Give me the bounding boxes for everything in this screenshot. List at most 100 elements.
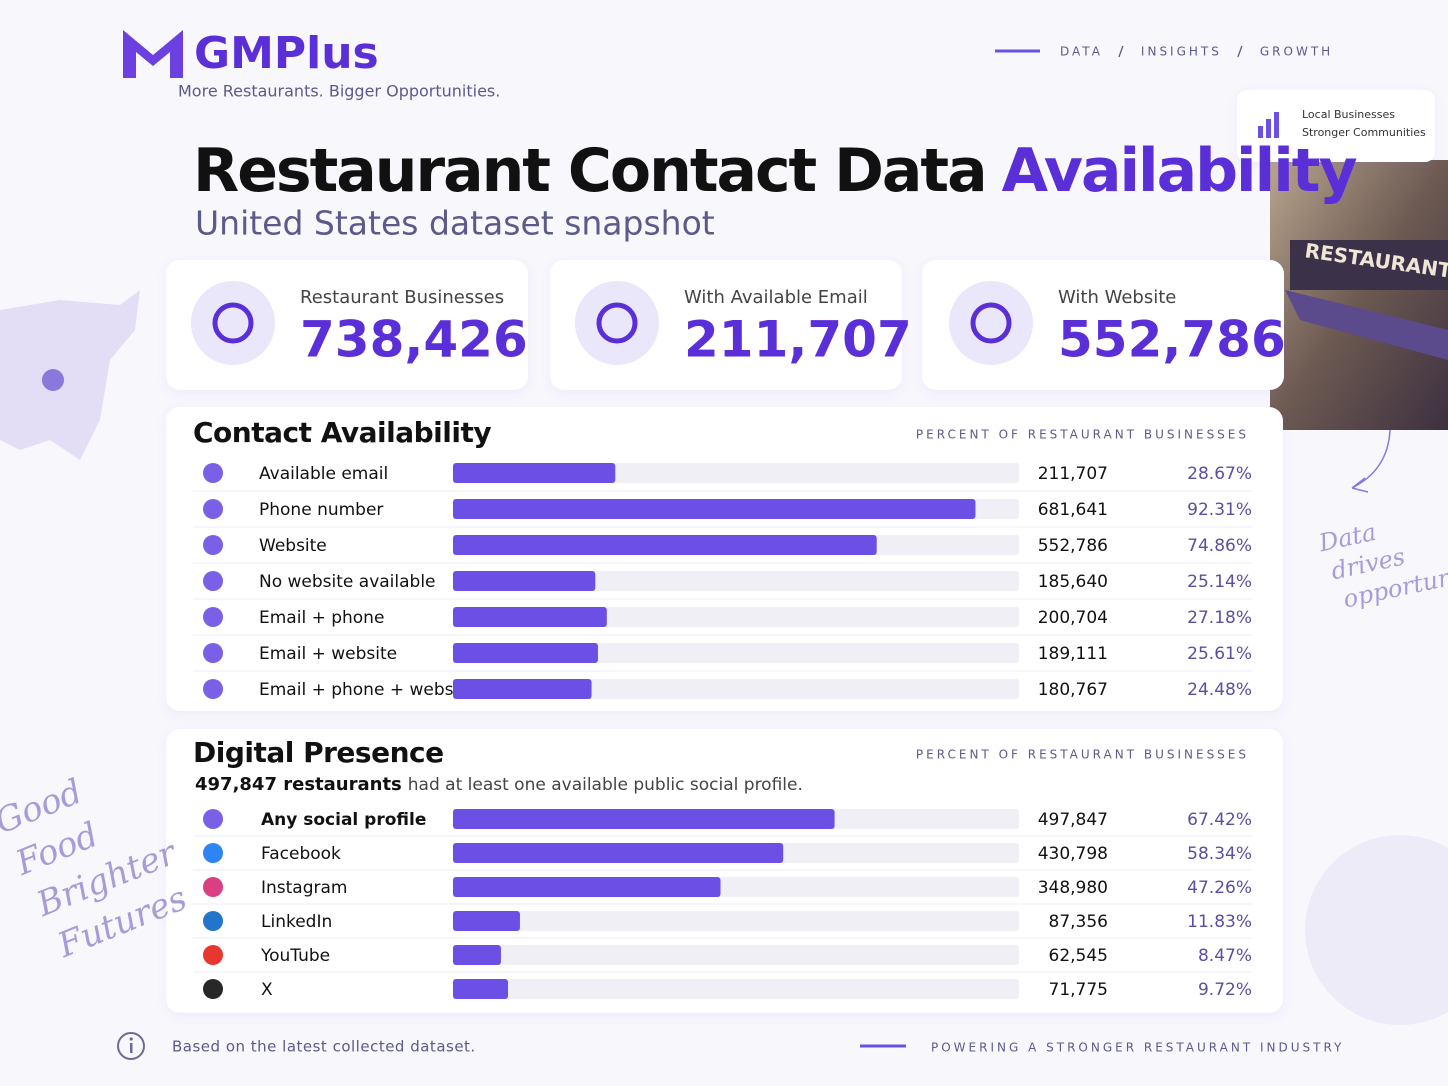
bar-track <box>453 979 1019 999</box>
nav-item: DATA <box>1060 45 1103 59</box>
axis-label: PERCENT OF RESTAURANT BUSINESSES <box>916 428 1249 442</box>
category-label: Email + phone + website <box>259 680 475 700</box>
category-label: No website available <box>259 572 436 592</box>
nav-separator <box>1237 45 1243 58</box>
footer-note: Based on the latest collected dataset. <box>172 1038 476 1056</box>
bar <box>453 979 509 999</box>
nav-item: INSIGHTS <box>1141 45 1222 59</box>
category-label: Email + website <box>259 644 397 664</box>
value-label: 8.47% <box>1198 946 1252 966</box>
count-label: 189,111 <box>1038 644 1108 664</box>
badge <box>1237 90 1435 162</box>
badge-icon <box>1274 112 1279 138</box>
stat-label: With Available Email <box>684 287 868 308</box>
stat-label: With Website <box>1058 287 1176 308</box>
chart-note: 497,847 restaurants had at least one avai… <box>195 774 803 795</box>
tagline: More Restaurants. Bigger Opportunities. <box>178 82 500 101</box>
subtitle: United States dataset snapshot <box>195 204 715 243</box>
row-icon <box>203 979 223 999</box>
stat-icon <box>212 302 254 344</box>
row-icon <box>203 843 223 863</box>
bar <box>453 499 976 519</box>
count-label: 185,640 <box>1038 572 1108 592</box>
bar <box>453 877 721 897</box>
value-label: 24.48% <box>1187 680 1252 700</box>
category-label: Facebook <box>261 844 341 864</box>
row-icon <box>203 679 223 699</box>
value-label: 9.72% <box>1198 980 1252 1000</box>
stat-value: 552,786 <box>1058 311 1286 369</box>
bar <box>453 463 616 483</box>
chart-title: Digital Presence <box>193 736 444 769</box>
value-label: 25.61% <box>1187 644 1252 664</box>
stat-icon <box>949 281 1033 365</box>
value-label: 28.67% <box>1187 464 1252 484</box>
bar-track <box>453 945 1019 965</box>
category-label: LinkedIn <box>261 912 332 932</box>
stats: Restaurant Businesses 738,426 With Availab… <box>166 260 1286 390</box>
row-icon <box>203 571 223 591</box>
chart-note-text: had at least one available public social… <box>408 775 803 795</box>
value-label: 27.18% <box>1187 608 1252 628</box>
badge-icon <box>1258 126 1263 138</box>
stat-icon <box>596 302 638 344</box>
bar-track <box>453 679 1019 699</box>
info-icon <box>117 1032 145 1060</box>
value-label: 47.26% <box>1187 878 1252 898</box>
category-label: X <box>261 980 273 1000</box>
category-label: YouTube <box>260 946 330 966</box>
count-label: 497,847 <box>1038 810 1108 830</box>
row-icon <box>203 911 223 931</box>
bar <box>453 535 877 555</box>
row-icon <box>203 499 223 519</box>
brand: GMPlus <box>194 28 379 79</box>
category-label: Website <box>259 536 327 556</box>
value-label: 11.83% <box>1187 912 1252 932</box>
badge-text: Stronger Communities <box>1302 126 1426 139</box>
stat-icon <box>191 281 275 365</box>
info-icon <box>129 1037 133 1041</box>
count-label: 552,786 <box>1038 536 1108 556</box>
count-label: 62,545 <box>1049 946 1108 966</box>
count-label: 71,775 <box>1049 980 1108 1000</box>
row-icon <box>203 607 223 627</box>
chart-note-bold: 497,847 restaurants <box>195 774 402 795</box>
row-icon <box>203 535 223 555</box>
count-label: 180,767 <box>1038 680 1108 700</box>
footer-tagline: POWERING A STRONGER RESTAURANT INDUSTRY <box>931 1041 1344 1055</box>
category-label: Any social profile <box>261 810 426 830</box>
value-label: 67.42% <box>1187 810 1252 830</box>
chart-title: Contact Availability <box>193 416 491 449</box>
value-label: 58.34% <box>1187 844 1252 864</box>
bar <box>453 945 501 965</box>
bar <box>453 679 592 699</box>
row-icon <box>203 809 223 829</box>
value-label: 25.14% <box>1187 572 1252 592</box>
stat-icon <box>575 281 659 365</box>
stat-value: 738,426 <box>300 311 528 369</box>
bar-track <box>453 911 1019 931</box>
count-label: 87,356 <box>1049 912 1108 932</box>
map-pin <box>42 369 64 391</box>
row-icon <box>203 463 223 483</box>
sign-board <box>1290 240 1448 290</box>
value-label: 74.86% <box>1187 536 1252 556</box>
value-label: 92.31% <box>1187 500 1252 520</box>
charts: Contact Availability PERCENT OF RESTAURAN… <box>166 407 1283 1013</box>
count-label: 430,798 <box>1038 844 1108 864</box>
bar <box>453 643 598 663</box>
stat-value: 211,707 <box>684 311 912 369</box>
row-icon <box>203 643 223 663</box>
title-main: Restaurant Contact Data <box>193 136 986 206</box>
awning <box>1285 290 1448 360</box>
category-label: Email + phone <box>259 608 384 628</box>
category-label: Instagram <box>261 878 348 898</box>
map <box>0 290 140 460</box>
badge-text: Local Businesses <box>1302 108 1395 121</box>
stat-label: Restaurant Businesses <box>300 287 504 308</box>
plate <box>1305 835 1448 1025</box>
bar <box>453 843 784 863</box>
title-highlight: Availability <box>1002 136 1358 206</box>
count-label: 200,704 <box>1038 608 1108 628</box>
nav-separator <box>1118 45 1124 58</box>
